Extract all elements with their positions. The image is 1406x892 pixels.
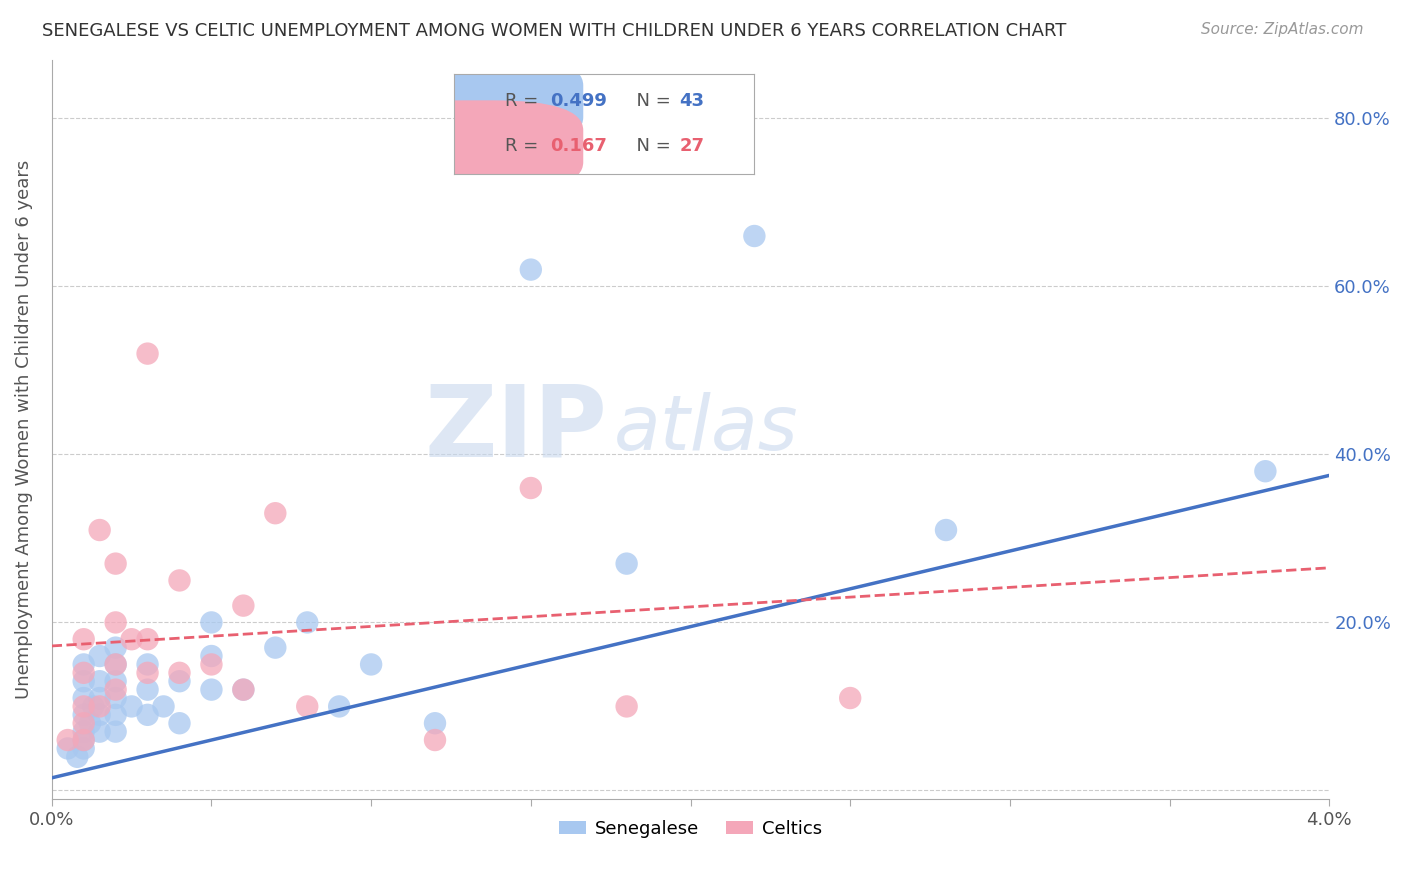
Point: [73, 733, 96, 747]
Point: [136, 657, 159, 672]
Point: [89, 674, 111, 689]
Point: [328, 699, 350, 714]
Point: [104, 657, 127, 672]
Point: [89, 699, 111, 714]
Point: [169, 716, 191, 731]
Point: [89, 523, 111, 537]
Point: [104, 691, 127, 706]
Point: [360, 657, 382, 672]
Text: ZIP: ZIP: [425, 381, 607, 478]
Point: [73, 741, 96, 756]
Point: [136, 632, 159, 647]
Point: [104, 615, 127, 630]
Point: [121, 632, 143, 647]
Point: [423, 716, 446, 731]
Point: [104, 640, 127, 655]
Point: [104, 707, 127, 722]
Point: [520, 481, 543, 495]
Point: [264, 506, 287, 520]
Point: [73, 632, 96, 647]
Point: [82, 699, 104, 714]
Point: [136, 682, 159, 697]
Point: [89, 691, 111, 706]
Point: [232, 682, 254, 697]
Point: [73, 665, 96, 680]
Text: atlas: atlas: [614, 392, 799, 467]
Point: [935, 523, 957, 537]
Point: [121, 699, 143, 714]
Point: [136, 707, 159, 722]
Point: [56, 733, 79, 747]
Point: [104, 657, 127, 672]
Legend: Senegalese, Celtics: Senegalese, Celtics: [551, 813, 830, 846]
Point: [73, 716, 96, 731]
Point: [839, 691, 862, 706]
Point: [232, 599, 254, 613]
Point: [152, 699, 174, 714]
Point: [136, 665, 159, 680]
Point: [264, 640, 287, 655]
Point: [104, 682, 127, 697]
Point: [73, 699, 96, 714]
Point: [232, 682, 254, 697]
Point: [104, 557, 127, 571]
Point: [616, 557, 638, 571]
Point: [1254, 464, 1277, 478]
Point: [423, 733, 446, 747]
Point: [66, 749, 89, 764]
Point: [73, 674, 96, 689]
Point: [169, 665, 191, 680]
Text: SENEGALESE VS CELTIC UNEMPLOYMENT AMONG WOMEN WITH CHILDREN UNDER 6 YEARS CORREL: SENEGALESE VS CELTIC UNEMPLOYMENT AMONG …: [42, 22, 1067, 40]
Point: [79, 716, 101, 731]
Point: [73, 707, 96, 722]
Point: [73, 657, 96, 672]
Point: [104, 674, 127, 689]
Point: [200, 657, 222, 672]
Point: [200, 682, 222, 697]
Point: [616, 699, 638, 714]
Point: [200, 648, 222, 663]
Point: [104, 724, 127, 739]
Point: [89, 648, 111, 663]
Y-axis label: Unemployment Among Women with Children Under 6 years: Unemployment Among Women with Children U…: [15, 160, 32, 698]
Point: [520, 262, 543, 277]
Point: [73, 724, 96, 739]
Point: [89, 724, 111, 739]
Point: [136, 346, 159, 360]
Point: [73, 691, 96, 706]
Point: [200, 615, 222, 630]
Point: [89, 707, 111, 722]
Point: [169, 574, 191, 588]
Point: [744, 229, 766, 244]
Point: [73, 733, 96, 747]
Point: [169, 674, 191, 689]
Point: [297, 615, 319, 630]
Point: [297, 699, 319, 714]
Point: [56, 741, 79, 756]
Text: Source: ZipAtlas.com: Source: ZipAtlas.com: [1201, 22, 1364, 37]
